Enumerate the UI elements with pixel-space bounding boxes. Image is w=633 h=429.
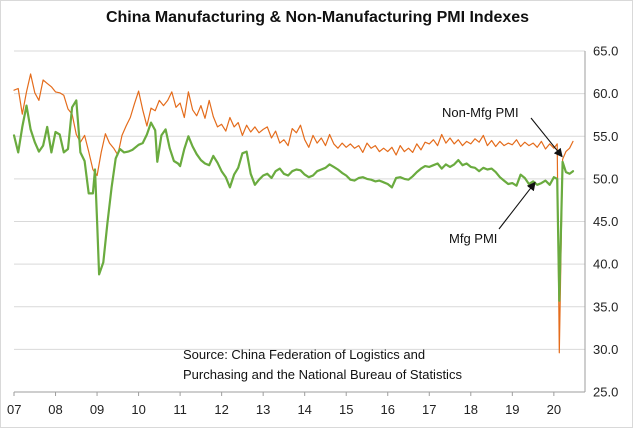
source-note-line-2: Purchasing and the National Bureau of St… bbox=[183, 367, 462, 382]
x-tick-label: 16 bbox=[381, 402, 395, 417]
gridlines bbox=[14, 50, 585, 350]
series-line-mfg-pmi bbox=[12, 99, 575, 302]
x-tick-label: 08 bbox=[48, 402, 62, 417]
x-tick-label: 20 bbox=[547, 402, 561, 417]
y-tick-label: 35.0 bbox=[593, 299, 618, 314]
y-tick-label: 65.0 bbox=[593, 44, 618, 59]
x-tick-label: 15 bbox=[339, 402, 353, 417]
x-tick-label: 11 bbox=[173, 402, 187, 417]
source-note: Source: China Federation of Logistics an… bbox=[183, 347, 462, 382]
series-lines bbox=[12, 73, 575, 354]
axes bbox=[14, 51, 586, 393]
y-tick-label: 30.0 bbox=[593, 342, 618, 357]
annotation-non-mfg-pmi: Non-Mfg PMI bbox=[442, 105, 519, 120]
source-note-line-1: Source: China Federation of Logistics an… bbox=[183, 347, 425, 362]
x-tick-label: 10 bbox=[131, 402, 145, 417]
y-tick-label: 45.0 bbox=[593, 214, 618, 229]
x-tick-label: 18 bbox=[464, 402, 478, 417]
x-tick-label: 13 bbox=[256, 402, 270, 417]
x-tick-label: 14 bbox=[297, 402, 311, 417]
annotations: Non-Mfg PMI Mfg PMI bbox=[442, 105, 563, 246]
chart-title: China Manufacturing & Non-Manufacturing … bbox=[105, 9, 530, 26]
y-tick-label: 25.0 bbox=[593, 385, 618, 400]
y-tick-label: 60.0 bbox=[593, 86, 618, 101]
x-tick-label: 17 bbox=[422, 402, 436, 417]
annotation-arrow-non-mfg-pmi bbox=[530, 117, 563, 158]
y-tick-labels: 25.0 30.0 35.0 40.0 45.0 50.0 55.0 60.0 65.0 bbox=[593, 44, 618, 400]
x-tick-label: 12 bbox=[214, 402, 228, 417]
x-tick-labels: 07 08 09 10 11 12 13 14 15 16 17 18 19 20 bbox=[7, 392, 561, 417]
x-tick-label: 09 bbox=[90, 402, 104, 417]
y-tick-label: 55.0 bbox=[593, 129, 618, 144]
series-line-non-mfg-pmi bbox=[13, 73, 574, 354]
annotation-mfg-pmi: Mfg PMI bbox=[449, 231, 497, 246]
x-tick-label: 19 bbox=[505, 402, 519, 417]
x-tick-label: 07 bbox=[7, 402, 21, 417]
annotation-arrow-mfg-pmi bbox=[498, 181, 536, 230]
y-tick-label: 40.0 bbox=[593, 257, 618, 272]
y-tick-label: 50.0 bbox=[593, 171, 618, 186]
